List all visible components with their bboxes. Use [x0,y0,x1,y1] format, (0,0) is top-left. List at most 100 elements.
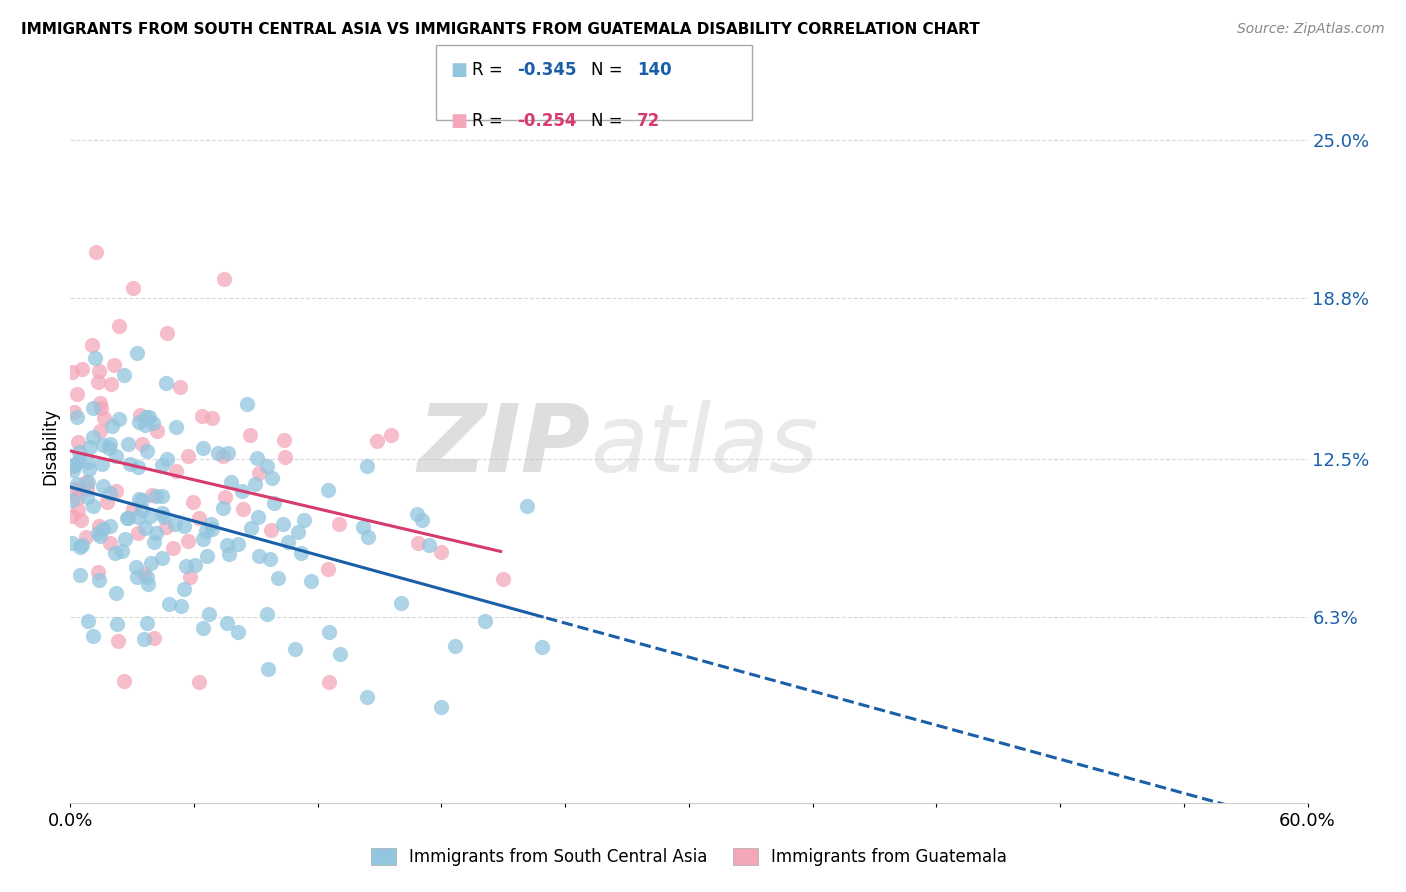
Point [143,631,166,645]
Point [134,521,156,535]
Point [177,449,200,463]
Point [67,435,90,450]
Point [273,434,295,448]
Point [82,401,104,416]
Point [201,522,224,536]
Point [84,351,107,365]
Point [184,558,207,572]
Point [316,562,339,576]
Point [105,483,128,498]
Point [90,457,112,471]
Point [356,458,378,473]
Point [79,440,101,454]
Point [84,244,107,259]
Point [69,540,91,554]
Point [66,503,89,517]
Point [156,452,179,467]
Point [138,409,160,424]
Point [103,358,125,372]
Point [101,418,124,433]
Point [405,507,427,521]
Point [193,441,215,455]
Point [66,477,89,491]
Point [60,365,83,379]
Point [75,530,97,544]
Point [492,572,515,586]
Point [247,466,270,480]
Point [256,607,278,621]
Point [67,445,90,459]
Point [121,502,143,516]
Point [292,513,315,527]
Point [136,576,159,591]
Point [246,510,269,524]
Point [194,524,217,538]
Point [136,444,159,458]
Point [247,549,270,563]
Point [128,415,150,429]
Point [131,437,153,451]
Point [380,428,402,442]
Point [170,599,193,614]
Point [157,597,180,611]
Point [516,499,538,513]
Point [193,532,215,546]
Point [357,531,380,545]
Point [187,510,209,524]
Point [406,535,429,549]
Point [87,565,110,579]
Point [201,410,224,425]
Point [91,479,114,493]
Point [299,574,322,589]
Point [142,417,165,431]
Point [77,475,100,489]
Point [430,699,453,714]
Point [89,519,111,533]
Point [173,582,195,597]
Point [98,442,121,456]
Text: atlas: atlas [591,401,818,491]
Point [108,319,131,334]
Point [214,490,236,504]
Point [117,437,139,451]
Point [318,624,340,639]
Point [90,401,112,415]
Point [91,522,114,536]
Point [226,537,249,551]
Point [66,410,89,425]
Point [150,489,173,503]
Point [76,614,98,628]
Point [134,417,156,432]
Point [259,552,281,566]
Point [89,364,111,378]
Point [150,507,173,521]
Point [187,674,209,689]
Point [63,405,86,419]
Text: -0.254: -0.254 [517,112,576,129]
Point [287,525,309,540]
Point [232,501,254,516]
Point [62,463,84,477]
Point [132,632,155,646]
Point [145,526,167,541]
Point [165,419,187,434]
Y-axis label: Disability: Disability [41,408,59,484]
Text: 140: 140 [637,61,672,78]
Point [69,567,91,582]
Point [125,570,148,584]
Text: N =: N = [591,61,627,78]
Point [198,607,221,622]
Point [391,596,413,610]
Point [215,539,238,553]
Point [125,346,148,360]
Point [284,642,307,657]
Point [118,457,141,471]
Point [86,525,108,540]
Point [127,510,149,524]
Point [141,488,163,502]
Point [273,450,295,465]
Point [153,510,176,524]
Point [173,519,195,533]
Legend: Immigrants from South Central Asia, Immigrants from Guatemala: Immigrants from South Central Asia, Immi… [364,841,1014,873]
Point [318,675,340,690]
